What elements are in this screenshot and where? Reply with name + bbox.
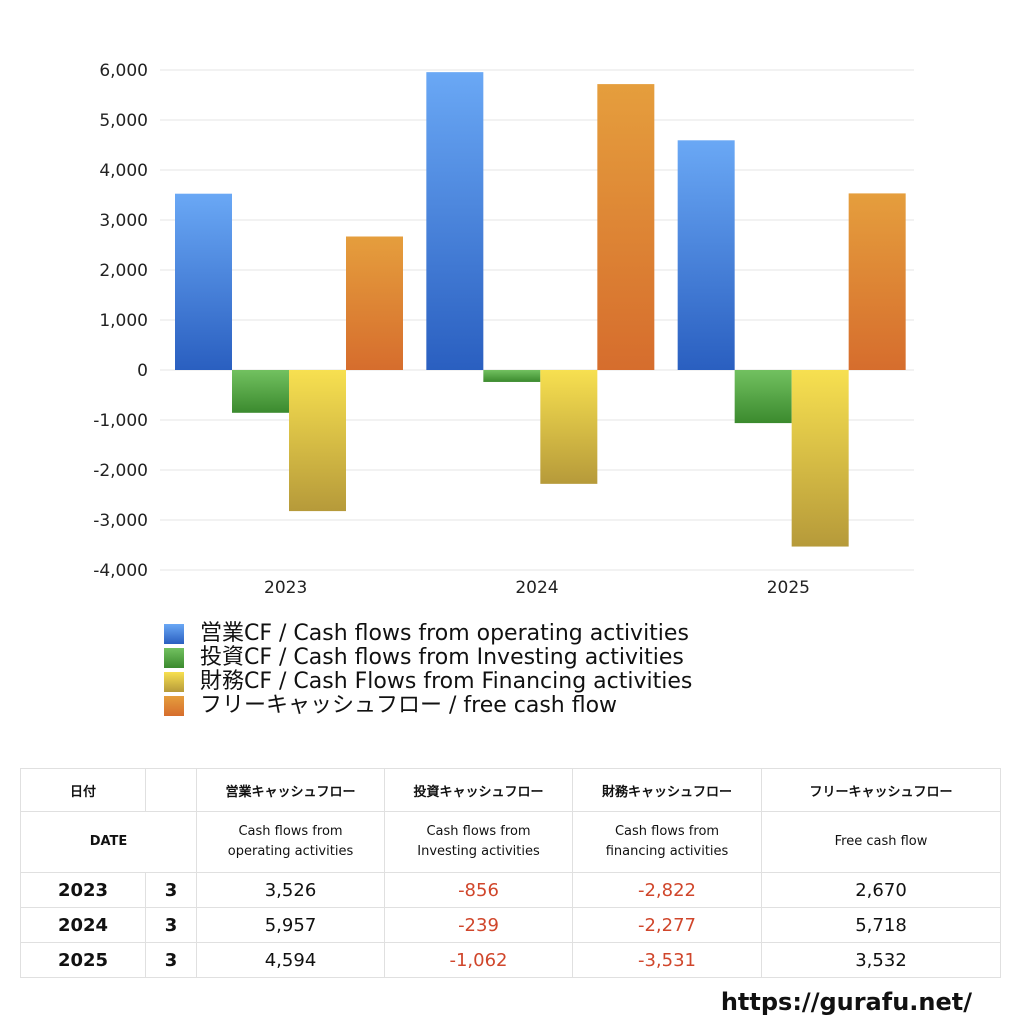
legend-item-investing: 投資CF / Cash flows from Investing activit… [164,646,692,670]
cell-month: 3 [145,907,197,943]
legend-label-investing: 投資CF / Cash flows from Investing activit… [200,645,684,670]
y-tick-label: -1,000 [93,411,148,431]
header-investing-jp: 投資キャッシュフロー [384,768,573,812]
legend-label-financing: 財務CF / Cash Flows from Financing activit… [200,669,693,694]
header-investing-en: Cash flows from Investing activities [384,811,573,873]
bar-operating [175,193,232,370]
header-financing-en-line1: Cash flows from [614,824,720,839]
header-blank [145,768,197,812]
cell-free: 5,718 [761,907,1001,943]
legend-swatch-free [164,696,184,716]
header-financing-en-line2: financing activities [605,844,729,859]
y-tick-label: 2,000 [99,261,148,281]
bar-financing [540,370,598,484]
bar-investing [232,370,289,413]
bar-free [597,84,655,370]
table-header-row-jp: 日付 営業キャッシュフロー 投資キャッシュフロー 財務キャッシュフロー フリーキ… [20,768,1001,812]
legend-label-free: フリーキャッシュフロー / free cash flow [200,693,618,718]
y-tick-label: 0 [137,361,148,381]
bar-operating [677,140,735,370]
header-operating-en-line2: operating activities [227,844,354,859]
bar-free [848,193,906,370]
legend-item-financing: 財務CF / Cash Flows from Financing activit… [164,670,692,694]
header-financing-en: Cash flows from financing activities [572,811,762,873]
bar-investing [734,370,792,424]
table-row: 2025 3 4,594 -1,062 -3,531 3,532 [20,942,1001,978]
cell-year: 2025 [20,942,146,978]
legend-item-operating: 営業CF / Cash flows from operating activit… [164,622,692,646]
cell-financing: -3,531 [572,942,762,978]
header-date-en: DATE [20,811,197,873]
x-tick-label: 2025 [767,578,810,598]
header-operating-en: Cash flows from operating activities [196,811,385,873]
cell-month: 3 [145,872,197,908]
bar-operating [426,72,484,371]
legend-swatch-financing [164,672,184,692]
header-operating-jp: 営業キャッシュフロー [196,768,385,812]
header-free-jp: フリーキャッシュフロー [761,768,1001,812]
y-tick-label: 5,000 [99,111,148,131]
header-investing-en-line1: Cash flows from [426,824,531,839]
header-date-jp: 日付 [20,768,146,812]
legend: 営業CF / Cash flows from operating activit… [164,622,692,718]
cell-investing: -239 [384,907,573,943]
y-tick-label: 4,000 [99,161,148,181]
cell-operating: 4,594 [196,942,385,978]
cell-investing: -856 [384,872,573,908]
cell-investing: -1,062 [384,942,573,978]
legend-swatch-operating [164,624,184,644]
site-url[interactable]: https://gurafu.net/ [720,988,972,1016]
y-axis-ticks: 6,000 5,000 4,000 3,000 2,000 1,000 0 -1,000 -2,… [93,61,148,581]
cell-year: 2023 [20,872,146,908]
cash-flow-chart: 6,000 5,000 4,000 3,000 2,000 1,000 0 -1,000 -2,… [93,61,914,598]
bar-free [346,236,403,370]
cell-financing: -2,822 [572,872,762,908]
y-tick-label: 3,000 [99,211,148,231]
header-operating-en-line1: Cash flows from [238,824,343,839]
header-investing-en-line2: Investing activities [417,844,540,859]
table-header-row-en: DATE Cash flows from operating activities… [20,811,1001,873]
cell-month: 3 [145,942,197,978]
table-row: 2023 3 3,526 -856 -2,822 2,670 [20,872,1001,908]
cell-operating: 5,957 [196,907,385,943]
y-tick-label: -4,000 [93,561,148,581]
y-tick-label: 1,000 [99,311,148,331]
header-financing-jp: 財務キャッシュフロー [572,768,762,812]
y-tick-label: -3,000 [93,511,148,531]
legend-item-free: フリーキャッシュフロー / free cash flow [164,694,692,718]
y-tick-label: -2,000 [93,461,148,481]
legend-swatch-investing [164,648,184,668]
header-free-en: Free cash flow [761,811,1001,873]
bars [175,72,906,547]
cash-flow-table: 日付 営業キャッシュフロー 投資キャッシュフロー 財務キャッシュフロー フリーキ… [20,768,1001,978]
x-tick-label: 2023 [264,578,307,598]
cell-free: 3,532 [761,942,1001,978]
bar-financing [791,370,849,547]
bar-financing [289,370,346,512]
cell-financing: -2,277 [572,907,762,943]
table-row: 2024 3 5,957 -239 -2,277 5,718 [20,907,1001,943]
y-tick-label: 6,000 [99,61,148,81]
cell-year: 2024 [20,907,146,943]
x-tick-label: 2024 [515,578,558,598]
bar-investing [483,370,541,382]
cell-free: 2,670 [761,872,1001,908]
x-axis-ticks: 2023 2024 2025 [264,578,810,598]
legend-label-operating: 営業CF / Cash flows from operating activit… [200,621,689,646]
cell-operating: 3,526 [196,872,385,908]
